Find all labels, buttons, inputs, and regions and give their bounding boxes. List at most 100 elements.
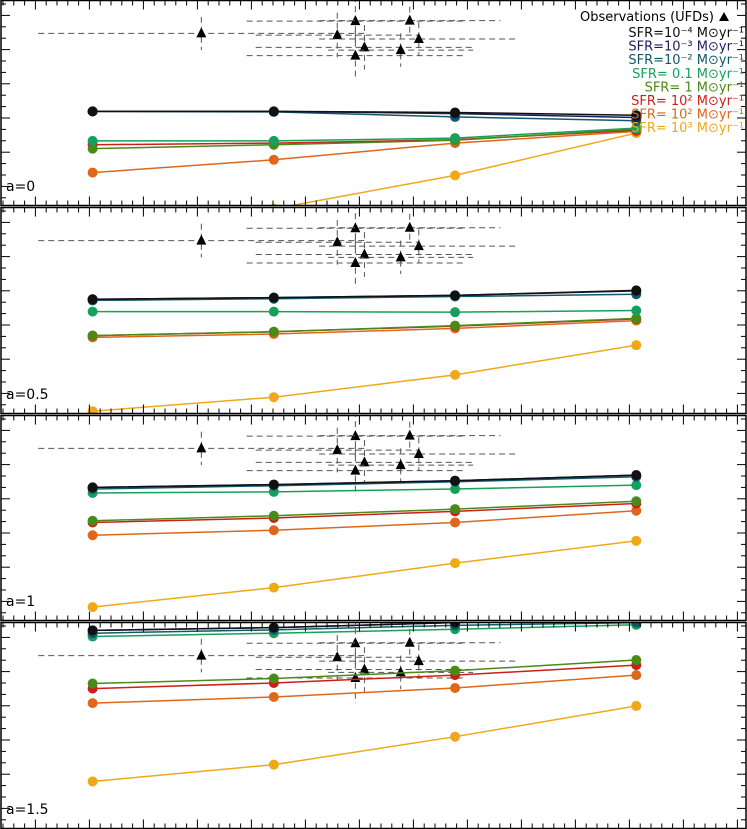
obs-triangle	[196, 27, 207, 38]
series-line	[92, 127, 637, 142]
obs-triangle	[404, 636, 415, 647]
data-point	[268, 106, 279, 117]
data-point	[87, 602, 98, 613]
data-point	[631, 305, 642, 316]
series-line	[92, 659, 637, 685]
panel-label: a=0.5	[6, 387, 49, 403]
panel-plot-area	[38, 623, 642, 787]
data-point	[268, 673, 279, 684]
legend-entry: SFR= 10² M⊙yr⁻¹	[631, 108, 744, 123]
data-point	[88, 226, 98, 236]
legend-observations-label: Observations (UFDs)	[580, 10, 714, 25]
data-point	[87, 698, 98, 709]
obs-triangle	[332, 444, 343, 455]
data-point	[268, 510, 279, 521]
legend-entry: SFR=10⁻⁴ M⊙yr⁻¹	[628, 26, 744, 41]
obs-triangle	[404, 221, 415, 232]
obs-triangle	[332, 29, 343, 40]
legend-entry: SFR= 1 M⊙yr⁻¹	[645, 80, 744, 95]
data-point	[87, 306, 98, 317]
legend-entry: SFR= 0.1 M⊙yr⁻¹	[632, 67, 744, 82]
obs-triangle	[332, 651, 343, 662]
panel-1: a=0	[0, 0, 747, 236]
data-point	[631, 110, 642, 121]
panel-plot-area	[38, 1, 642, 236]
data-point	[268, 154, 279, 165]
data-point	[631, 480, 642, 491]
data-point	[268, 292, 279, 303]
obs-triangle	[413, 32, 424, 43]
data-point	[631, 505, 642, 516]
panel-frame	[0, 621, 747, 829]
data-point	[450, 484, 461, 495]
obs-triangle	[350, 222, 361, 233]
obs-triangle	[413, 655, 424, 666]
data-point	[450, 170, 461, 181]
data-point	[87, 678, 98, 689]
data-point	[631, 496, 642, 507]
panel-3: a=1	[0, 414, 747, 622]
data-point	[87, 294, 98, 305]
series-line	[92, 510, 637, 537]
data-point	[631, 700, 642, 711]
data-point	[268, 326, 279, 337]
data-point	[87, 625, 98, 636]
legend-entry: SFR= 10² M⊙yr⁻¹	[631, 94, 744, 109]
series-line	[92, 319, 637, 339]
legend: Observations (UFDs)SFR=10⁻⁴ M⊙yr⁻¹ SFR=10…	[580, 10, 744, 136]
obs-triangle	[359, 456, 370, 467]
panel-label: a=1	[6, 594, 35, 610]
series-line	[92, 484, 637, 494]
data-point	[631, 470, 642, 481]
data-point	[268, 392, 279, 403]
data-point	[268, 623, 279, 633]
data-point	[450, 369, 461, 380]
series-line	[92, 674, 637, 704]
data-point	[87, 135, 98, 146]
data-point	[450, 107, 461, 118]
data-point	[268, 479, 279, 490]
data-point	[268, 759, 279, 770]
data-point	[450, 558, 461, 569]
data-point	[87, 515, 98, 526]
panel-4: a=1.5	[0, 621, 747, 829]
obs-triangle	[395, 44, 406, 55]
series-line	[92, 664, 637, 690]
data-point	[631, 670, 642, 681]
obs-triangle	[196, 442, 207, 453]
series-line	[92, 705, 637, 783]
data-point	[268, 135, 279, 146]
panel-2: a=0.5	[0, 206, 747, 415]
data-point	[631, 123, 642, 134]
data-point	[87, 330, 98, 341]
series-line	[92, 540, 637, 608]
data-point	[450, 133, 461, 144]
data-point	[631, 285, 642, 296]
data-point	[450, 731, 461, 742]
obs-triangle	[332, 236, 343, 247]
obs-triangle	[359, 663, 370, 674]
obs-triangle	[359, 41, 370, 52]
legend-entry: SFR= 10³ M⊙yr⁻¹	[631, 121, 744, 136]
obs-triangle	[350, 256, 361, 267]
data-point	[631, 535, 642, 546]
panel-label: a=1.5	[6, 802, 49, 818]
series-line	[92, 476, 637, 490]
data-point	[450, 320, 461, 331]
obs-triangle	[350, 671, 361, 682]
obs-triangle	[404, 14, 415, 25]
data-point	[450, 475, 461, 486]
series-line	[92, 309, 637, 313]
legend-entry: SFR=10⁻² M⊙yr⁻¹	[628, 53, 744, 68]
series-line	[290, 132, 637, 205]
series-line	[92, 623, 637, 634]
obs-triangle	[395, 459, 406, 470]
obs-triangle	[395, 666, 406, 677]
data-point	[450, 517, 461, 528]
series-line	[92, 128, 637, 150]
obs-triangle	[404, 429, 415, 440]
panel-frame	[0, 414, 747, 622]
data-point	[87, 482, 98, 493]
obs-triangle	[196, 234, 207, 245]
legend-triangle-icon	[719, 12, 729, 21]
